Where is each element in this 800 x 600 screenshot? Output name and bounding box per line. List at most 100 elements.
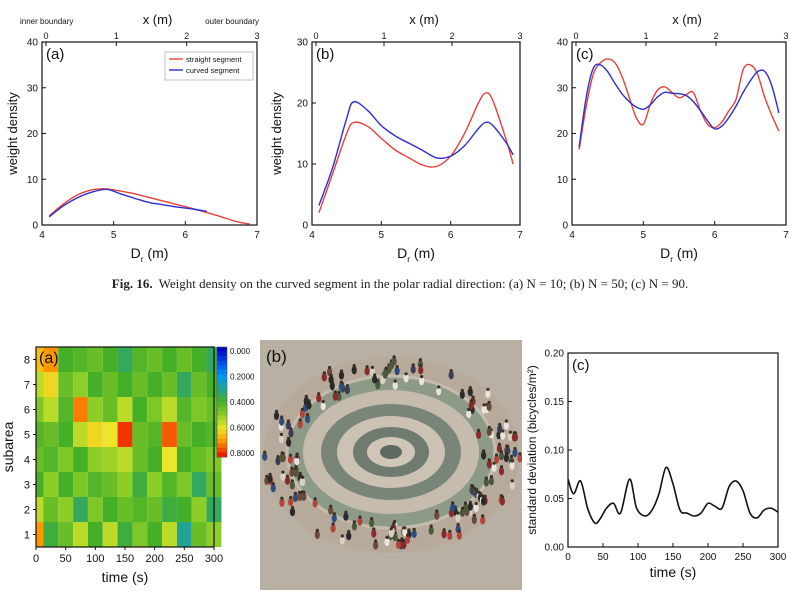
legend-entry: straight segment <box>186 55 242 64</box>
cyclist <box>507 432 513 441</box>
cyclist <box>278 434 284 444</box>
cyclist-head <box>352 364 356 368</box>
heatmap-cell <box>132 347 148 372</box>
x-tick-label: 5 <box>379 230 385 241</box>
cyclist-head <box>295 452 299 456</box>
heatmap-cell <box>43 347 59 372</box>
cyclist-head <box>510 479 514 483</box>
cyclist-head <box>469 399 473 403</box>
cyclist <box>305 414 311 424</box>
top-tick-label: 3 <box>783 31 788 41</box>
cyclist <box>498 451 504 461</box>
cyclist-head <box>484 476 488 480</box>
cyclist-head <box>456 511 460 515</box>
cyclist-head <box>419 364 423 368</box>
cyclist-head <box>265 474 269 478</box>
y-tick-label: 5 <box>24 430 30 442</box>
cyclist-head <box>460 388 464 392</box>
cyclist <box>314 530 320 540</box>
cyclist-head <box>499 465 504 469</box>
cyclist-head <box>280 496 284 500</box>
colorbar-band <box>217 415 227 421</box>
colorbar-band <box>217 443 227 449</box>
cyclist-head <box>457 529 461 533</box>
x-tick-label: 200 <box>145 553 163 565</box>
cyclist <box>279 498 285 507</box>
heatmap-cell <box>87 522 103 547</box>
cyclist-head <box>287 436 291 440</box>
heatmap-cell <box>58 522 74 547</box>
cyclist-head <box>365 365 369 369</box>
heatmap-cell <box>162 497 177 522</box>
series-line-2 <box>578 63 780 148</box>
cyclist <box>441 530 447 539</box>
cyclist <box>392 532 398 542</box>
cyclist-head <box>497 442 501 446</box>
chart-fig16b: 4 5 6 7 0 10 20 30 0 1 2 3 x (m) Dr (m) weight density… <box>269 12 523 264</box>
cyclist-head <box>487 425 491 429</box>
heatmap-cell <box>132 497 148 522</box>
cyclist <box>375 380 381 390</box>
y-tick-label: 40 <box>557 38 569 49</box>
colorbar-band <box>217 438 227 444</box>
y-tick-label: 3 <box>24 480 30 492</box>
cyclist <box>511 433 517 442</box>
heatmap-cell <box>73 397 88 422</box>
cyclist <box>288 497 294 507</box>
cyclist <box>373 541 379 550</box>
chart-fig16a: 4 5 6 7 0 10 20 30 40 0 1 2 3 x (m) inner boundary oute… <box>5 12 260 264</box>
cyclist-head <box>374 539 378 543</box>
cyclist <box>493 455 500 464</box>
cyclist-head <box>268 472 272 476</box>
cyclist <box>480 516 486 525</box>
cyclist-head <box>402 538 406 543</box>
panel-label: (c) <box>576 46 594 63</box>
heatmap-cell <box>147 372 163 397</box>
cyclist <box>476 430 482 439</box>
x-tick-label: 250 <box>175 553 193 565</box>
cyclist-head <box>504 451 508 456</box>
x-axis-label: Dr (m) <box>397 245 435 264</box>
heatmap-cell <box>191 422 207 447</box>
heatmap-cell <box>102 497 118 522</box>
heatmap-cell <box>102 472 118 497</box>
cyclist <box>328 375 334 384</box>
cyclist-head <box>399 539 403 543</box>
cyclist <box>299 409 305 419</box>
heatmap-cell <box>176 447 192 472</box>
cyclist <box>267 474 273 484</box>
y-tick-label: 8 <box>24 355 30 367</box>
cyclist-head <box>294 466 298 470</box>
series-line-1 <box>48 188 250 225</box>
heatmap-cell <box>43 447 59 472</box>
cyclist <box>503 421 509 430</box>
cyclist-head <box>510 459 514 463</box>
cyclist-head <box>373 373 377 377</box>
top-tick-label: 1 <box>643 31 648 41</box>
colorbar-band <box>217 379 227 385</box>
cyclist-head <box>509 454 513 458</box>
cyclist-head <box>411 363 415 367</box>
cyclist <box>456 531 462 540</box>
cyclist-head <box>293 491 297 495</box>
cyclist-head <box>463 501 468 505</box>
x-axis-label: Dr (m) <box>131 245 169 264</box>
heatmap-cell <box>162 422 177 447</box>
heatmap-cell <box>132 397 148 422</box>
panel-label: (c) <box>572 357 590 374</box>
cyclist-head <box>286 419 290 423</box>
legend-box <box>164 51 254 81</box>
cyclist <box>284 476 291 485</box>
heatmap-cell <box>132 372 148 397</box>
top-tick-label: 0 <box>573 31 578 41</box>
cyclist <box>467 502 473 511</box>
cyclist <box>293 468 299 478</box>
cyclist-head <box>392 521 396 526</box>
series-line-2 <box>318 100 514 206</box>
cyclist <box>483 478 489 487</box>
cyclist <box>500 431 506 440</box>
cyclist-head <box>298 471 302 475</box>
cyclist <box>364 367 370 376</box>
cyclist-head <box>328 365 332 370</box>
colorbar-band <box>217 356 227 362</box>
